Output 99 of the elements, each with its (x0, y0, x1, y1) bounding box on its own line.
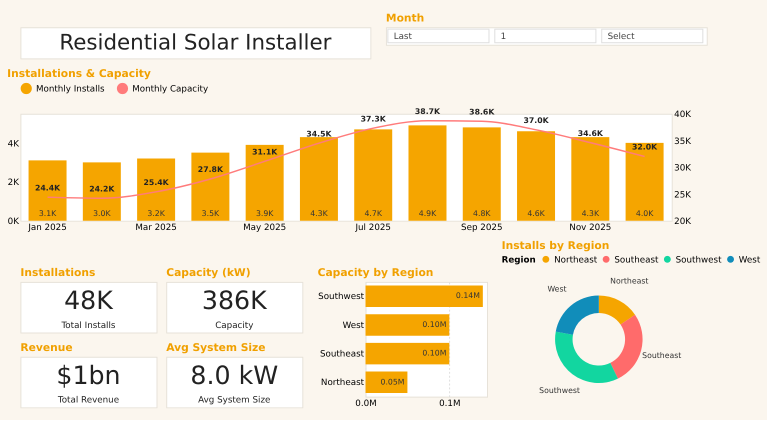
data-label: 0.14M (456, 291, 480, 300)
y-tick-label: 2K (8, 178, 20, 188)
data-label: 38.7K (414, 106, 442, 116)
legend-label: West (738, 255, 761, 266)
donut-slice (555, 332, 618, 383)
data-label: 34.5K (306, 129, 332, 138)
data-label: 0.10M (422, 348, 446, 358)
y-tick-label: West (342, 320, 365, 331)
x-tick-label: 0.1M (439, 398, 461, 409)
y-tick-label: Southeast (320, 350, 365, 360)
text: Total Installs (60, 320, 116, 331)
data-label: 24.2K (89, 184, 116, 194)
text: Total Revenue (56, 396, 120, 406)
data-label: 37.3K (360, 114, 387, 124)
bar (354, 129, 392, 221)
bar (366, 314, 450, 336)
legend-title: Region (502, 255, 536, 266)
text: Avg System Size (198, 396, 270, 406)
bar (517, 131, 556, 221)
legend-label: Monthly Installs (36, 84, 106, 94)
y-tick-label: Northeast (320, 378, 365, 388)
data-label: 3.1K (38, 208, 58, 218)
chart-title: Capacity by Region (318, 266, 434, 280)
y2-tick-label: 40K (674, 110, 692, 120)
text: Month (386, 11, 424, 24)
text: Capacity (215, 320, 254, 331)
bar (366, 372, 408, 394)
data-label: 4.3K (310, 208, 329, 218)
data-label: 4.7K (364, 208, 383, 218)
text: Revenue (20, 340, 73, 354)
x-tick-label: Mar 2025 (135, 222, 177, 233)
data-label: 0.05M (380, 377, 404, 386)
data-label: 4.8K (473, 208, 492, 218)
data-label: 38.6K (469, 107, 496, 116)
legend-label: Northeast (554, 255, 598, 266)
x-tick-label: Jul 2025 (354, 222, 391, 233)
text: Capacity (kW) (166, 266, 251, 280)
data-label: 27.8K (198, 165, 224, 174)
text: 48K (64, 286, 114, 315)
x-tick-label: Nov 2025 (569, 222, 612, 233)
donut-slice (556, 296, 599, 335)
slice-label: Southwest (539, 386, 580, 396)
y-tick-label: 4K (8, 139, 20, 150)
x-tick-label: May 2025 (243, 222, 286, 233)
bar (300, 137, 338, 221)
text: $1bn (56, 360, 121, 390)
text: 1 (500, 32, 506, 42)
data-label: 32.0K (632, 142, 658, 152)
data-label: 4.0K (636, 208, 654, 218)
text: Last (394, 32, 412, 42)
bar (408, 125, 446, 221)
text: 386K (202, 286, 268, 315)
bar (137, 158, 176, 221)
text: Installations (20, 266, 96, 280)
bar (28, 160, 67, 221)
chart-title: Installations & Capacity (7, 66, 151, 80)
chart-title: Installs by Region (502, 238, 610, 252)
y2-tick-label: 35K (674, 136, 692, 147)
bar (191, 152, 230, 221)
bar (626, 142, 664, 221)
data-label: 4.3K (582, 208, 600, 218)
x-tick-label: Sep 2025 (461, 222, 502, 233)
data-label: 25.4K (144, 178, 170, 188)
y2-tick-label: 20K (674, 217, 692, 228)
text: Avg System Size (166, 340, 266, 354)
slice-label: West (547, 284, 567, 294)
slice-label: Southeast (642, 351, 682, 360)
y-tick-label: Southwest (318, 292, 365, 302)
legend-label: Southwest (676, 255, 722, 266)
data-label: 24.4K (34, 183, 62, 192)
slice-label: Northeast (610, 276, 648, 286)
x-tick-label: 0.0M (355, 398, 377, 409)
y2-tick-label: 25K (674, 190, 692, 200)
y-tick-label: 0K (8, 217, 20, 228)
bar (366, 286, 483, 308)
bar (246, 144, 284, 221)
data-label: 31.1K (252, 148, 278, 157)
data-label: 0.10M (422, 320, 446, 329)
data-label: 37.0K (523, 116, 550, 125)
y2-tick-label: 30K (674, 164, 692, 174)
text: 8.0 kW (190, 360, 278, 390)
bar (366, 342, 450, 364)
donut-slice (610, 314, 643, 379)
text: Select (608, 32, 636, 42)
legend-label: Monthly Capacity (132, 84, 208, 94)
data-label: 4.6K (527, 208, 546, 218)
text: Residential Solar Installer (59, 30, 332, 56)
data-label: 3.0K (93, 208, 112, 218)
data-label: 3.2K (147, 208, 166, 218)
legend-label: Southeast (614, 255, 660, 266)
donut-slice (598, 296, 636, 325)
data-label: 3.9K (256, 208, 274, 218)
data-label: 34.6K (578, 128, 604, 138)
data-label: 3.5K (202, 208, 220, 218)
bar (462, 127, 501, 221)
data-label: 4.9K (418, 208, 438, 218)
bar (82, 162, 121, 221)
bar (571, 137, 610, 221)
x-tick-label: Jan 2025 (27, 222, 67, 233)
